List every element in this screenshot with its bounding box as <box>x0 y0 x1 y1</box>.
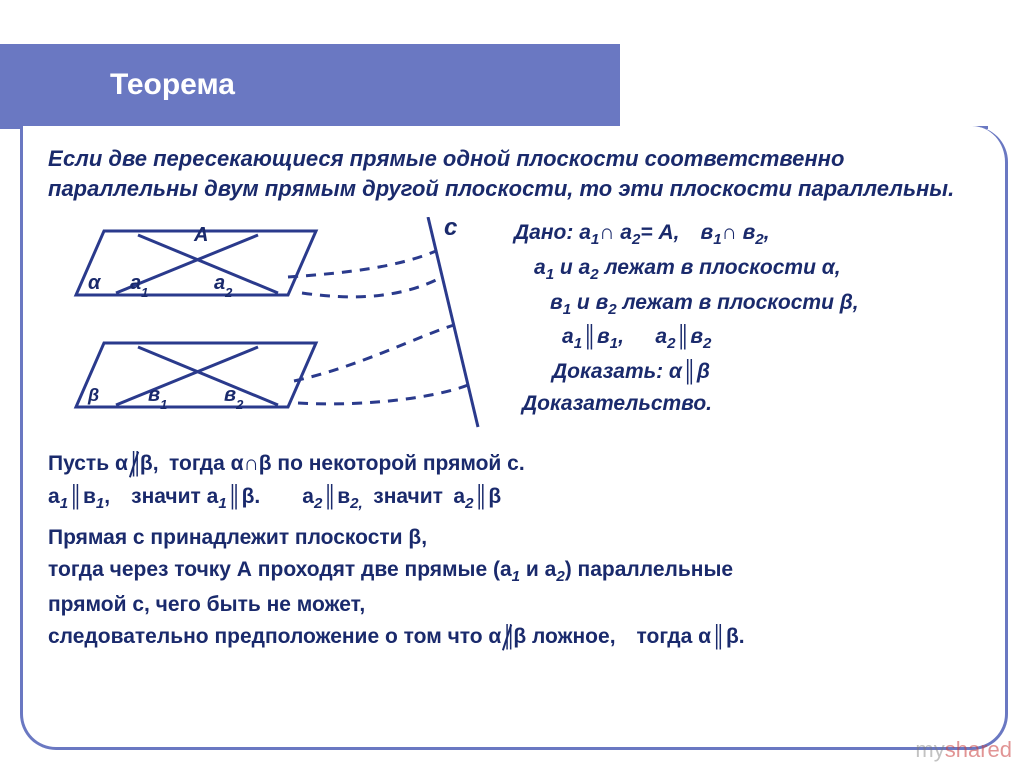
proof-block: Пусть α║β, тогда α∩β по некоторой прямой… <box>48 448 988 653</box>
watermark-prefix: my <box>915 737 944 762</box>
proof-line-2: а1║в1, значит а1║β. а2║в2, значит а2║β <box>48 481 988 516</box>
theorem-statement: Если две пересекающиеся прямые одной пло… <box>48 144 988 203</box>
label-alpha: α <box>88 272 102 294</box>
not-parallel-icon: ║ <box>501 621 513 654</box>
label-proof: Доказательство. <box>522 388 988 421</box>
watermark: myshared <box>915 737 1012 763</box>
label-prove: Доказать: α║β <box>552 356 988 389</box>
given-block: Дано: а1∩ а2= A, в1∩ в2, а1 и а2 лежат в… <box>496 217 988 421</box>
given-line-4: а1║в1, а2║в2 <box>562 321 988 356</box>
header-bar: Теорема <box>0 44 620 126</box>
label-point-A: А <box>193 224 208 246</box>
proof-line-3: Прямая с принадлежит плоскости β, <box>48 522 988 555</box>
slide-content: Если две пересекающиеся прямые одной пло… <box>48 144 988 654</box>
slide-title: Теорема <box>110 68 235 102</box>
label-line-c: с <box>444 217 457 241</box>
given-line-3: в1 и в2 лежат в плоскости β, <box>550 287 988 322</box>
proof-line-1: Пусть α║β, тогда α∩β по некоторой прямой… <box>48 448 988 481</box>
given-line-2: а1 и а2 лежат в плоскости α, <box>534 252 988 287</box>
diagram: с А α а1 а2 β в1 в2 <box>48 217 488 442</box>
proof-line-4: тогда через точку А проходят две прямые … <box>48 554 988 589</box>
watermark-red: shared <box>945 737 1012 762</box>
proof-line-5: прямой с, чего быть не может, <box>48 589 988 622</box>
middle-row: с А α а1 а2 β в1 в2 <box>48 217 988 442</box>
proof-line-6: следовательно предположение о том что α║… <box>48 621 988 654</box>
not-parallel-icon: ║ <box>128 448 140 481</box>
label-dano: Дано: <box>514 221 573 244</box>
label-beta: β <box>87 385 99 405</box>
given-line-1: а1∩ а2= A, в1∩ в2, <box>579 221 769 244</box>
